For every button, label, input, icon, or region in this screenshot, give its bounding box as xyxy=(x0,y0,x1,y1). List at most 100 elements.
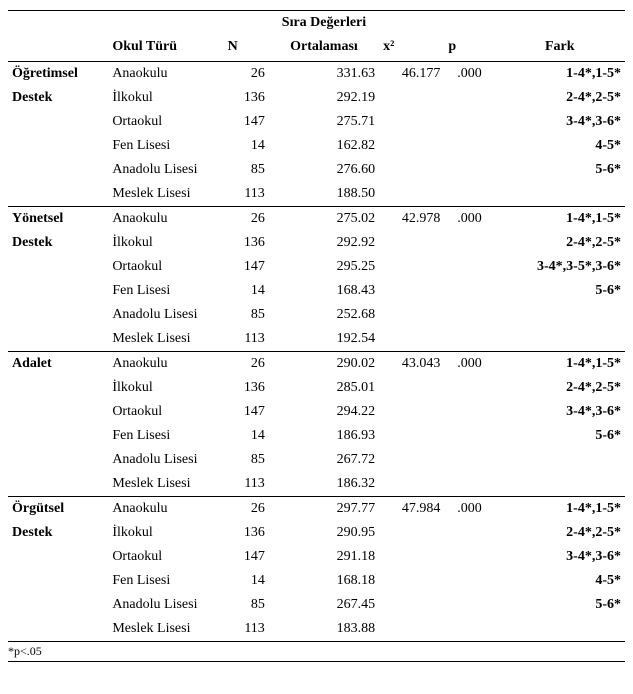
okul-cell: Fen Lisesi xyxy=(108,569,223,593)
okul-cell: Anadolu Lisesi xyxy=(108,448,223,472)
n-cell: 26 xyxy=(224,352,269,377)
chi-cell xyxy=(379,569,444,593)
col-p: p xyxy=(444,35,494,62)
col-okul: Okul Türü xyxy=(108,35,223,62)
p-cell xyxy=(444,376,494,400)
category-cell: Adalet xyxy=(8,352,108,377)
n-cell: 85 xyxy=(224,303,269,327)
chi-cell xyxy=(379,255,444,279)
category-cell xyxy=(8,279,108,303)
table-row: Ortaokul147295.253-4*,3-5*,3-6* xyxy=(8,255,625,279)
table-row: ÖğretimselAnaokulu26331.6346.177.0001-4*… xyxy=(8,62,625,87)
category-cell xyxy=(8,327,108,352)
n-cell: 85 xyxy=(224,593,269,617)
fark-cell xyxy=(495,617,625,642)
okul-cell: Anaokulu xyxy=(108,62,223,87)
ort-cell: 183.88 xyxy=(269,617,379,642)
p-cell xyxy=(444,279,494,303)
n-cell: 14 xyxy=(224,569,269,593)
fark-cell: 3-4*,3-5*,3-6* xyxy=(495,255,625,279)
table-row: Meslek Lisesi113183.88 xyxy=(8,617,625,642)
p-cell: .000 xyxy=(444,62,494,87)
ort-cell: 275.71 xyxy=(269,110,379,134)
chi-cell xyxy=(379,134,444,158)
fark-cell: 4-5* xyxy=(495,134,625,158)
fark-cell xyxy=(495,327,625,352)
n-cell: 26 xyxy=(224,62,269,87)
chi-cell xyxy=(379,472,444,497)
table-row: AdaletAnaokulu26290.0243.043.0001-4*,1-5… xyxy=(8,352,625,377)
n-cell: 136 xyxy=(224,376,269,400)
category-cell xyxy=(8,424,108,448)
chi-cell: 43.043 xyxy=(379,352,444,377)
n-cell: 147 xyxy=(224,545,269,569)
okul-cell: Fen Lisesi xyxy=(108,424,223,448)
ort-cell: 188.50 xyxy=(269,182,379,207)
p-cell xyxy=(444,617,494,642)
fark-cell: 1-4*,1-5* xyxy=(495,352,625,377)
fark-cell xyxy=(495,303,625,327)
category-cell: Örgütsel xyxy=(8,497,108,522)
table-row: Anadolu Lisesi85267.72 xyxy=(8,448,625,472)
p-cell xyxy=(444,182,494,207)
fark-cell: 1-4*,1-5* xyxy=(495,62,625,87)
category-cell: Öğretimsel xyxy=(8,62,108,87)
ort-cell: 168.18 xyxy=(269,569,379,593)
chi-cell: 42.978 xyxy=(379,207,444,232)
fark-cell xyxy=(495,472,625,497)
fark-cell: 5-6* xyxy=(495,158,625,182)
p-cell xyxy=(444,521,494,545)
category-cell xyxy=(8,472,108,497)
p-cell: .000 xyxy=(444,352,494,377)
p-cell xyxy=(444,327,494,352)
ort-cell: 252.68 xyxy=(269,303,379,327)
fark-cell: 3-4*,3-6* xyxy=(495,400,625,424)
n-cell: 14 xyxy=(224,134,269,158)
ort-cell: 186.93 xyxy=(269,424,379,448)
okul-cell: Ortaokul xyxy=(108,255,223,279)
okul-cell: Meslek Lisesi xyxy=(108,327,223,352)
n-cell: 85 xyxy=(224,448,269,472)
okul-cell: İlkokul xyxy=(108,521,223,545)
table-row: Anadolu Lisesi85267.455-6* xyxy=(8,593,625,617)
category-cell xyxy=(8,182,108,207)
ort-cell: 292.19 xyxy=(269,86,379,110)
category-cell: Destek xyxy=(8,521,108,545)
n-cell: 147 xyxy=(224,110,269,134)
chi-cell xyxy=(379,303,444,327)
n-cell: 26 xyxy=(224,497,269,522)
okul-cell: Ortaokul xyxy=(108,110,223,134)
p-cell: .000 xyxy=(444,497,494,522)
table-row: Ortaokul147291.183-4*,3-6* xyxy=(8,545,625,569)
n-cell: 113 xyxy=(224,472,269,497)
ort-cell: 186.32 xyxy=(269,472,379,497)
table-row: Fen Lisesi14186.935-6* xyxy=(8,424,625,448)
ort-cell: 267.45 xyxy=(269,593,379,617)
p-cell xyxy=(444,424,494,448)
okul-cell: Fen Lisesi xyxy=(108,279,223,303)
chi-cell xyxy=(379,376,444,400)
chi-cell xyxy=(379,617,444,642)
p-cell xyxy=(444,593,494,617)
category-cell xyxy=(8,400,108,424)
table-row: Anadolu Lisesi85276.605-6* xyxy=(8,158,625,182)
table-row: Fen Lisesi14162.824-5* xyxy=(8,134,625,158)
fark-cell: 5-6* xyxy=(495,593,625,617)
okul-cell: Fen Lisesi xyxy=(108,134,223,158)
chi-cell xyxy=(379,110,444,134)
table-row: Ortaokul147294.223-4*,3-6* xyxy=(8,400,625,424)
p-cell xyxy=(444,134,494,158)
chi-cell xyxy=(379,86,444,110)
table-row: Fen Lisesi14168.435-6* xyxy=(8,279,625,303)
ort-cell: 331.63 xyxy=(269,62,379,87)
okul-cell: İlkokul xyxy=(108,376,223,400)
fark-cell: 2-4*,2-5* xyxy=(495,376,625,400)
category-cell: Yönetsel xyxy=(8,207,108,232)
category-cell xyxy=(8,376,108,400)
table-row: Meslek Lisesi113188.50 xyxy=(8,182,625,207)
category-cell xyxy=(8,134,108,158)
category-cell xyxy=(8,448,108,472)
fark-cell: 3-4*,3-6* xyxy=(495,545,625,569)
header-title: Sıra Değerleri xyxy=(269,11,379,36)
ort-cell: 275.02 xyxy=(269,207,379,232)
